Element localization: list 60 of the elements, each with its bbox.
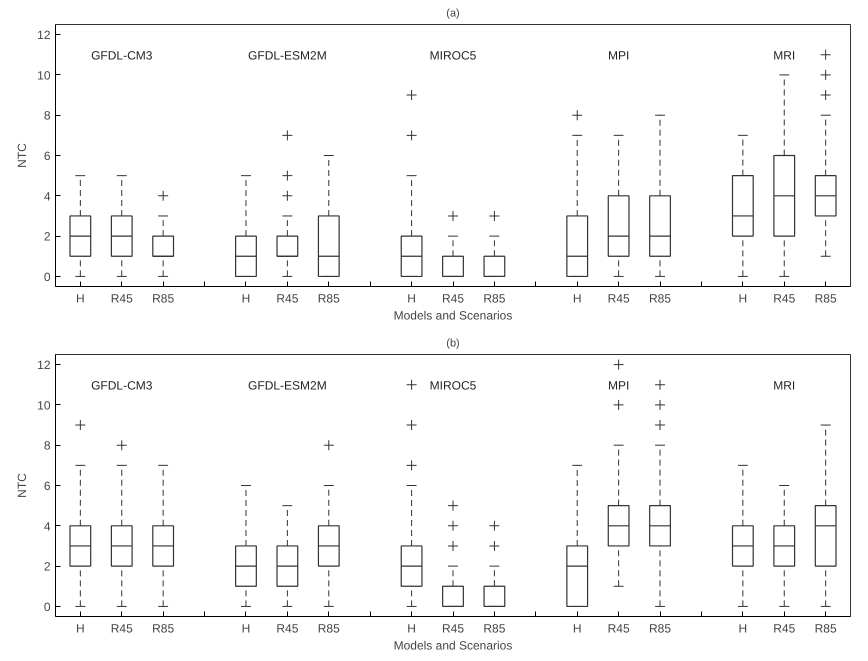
y-tick-label: 12 (37, 28, 51, 42)
x-tick-label: R45 (110, 292, 134, 306)
x-tick-label: R45 (276, 622, 299, 636)
y-tick-label: 4 (44, 519, 51, 534)
x-tick-label: H (76, 292, 85, 306)
x-tick-label: R45 (773, 292, 796, 306)
x-tick-label: H (738, 292, 748, 306)
y-tick-label: 8 (44, 438, 51, 453)
x-tick-label: H (572, 292, 582, 306)
x-tick-label: R45 (608, 622, 630, 636)
y-tick-label: 4 (44, 189, 51, 204)
x-tick-label: H (572, 622, 582, 636)
annotation: GFDL-ESM2M (248, 48, 327, 62)
x-tick-label: R85 (318, 292, 340, 306)
y-tick-label: 8 (44, 108, 51, 123)
y-tick-label: 6 (44, 479, 51, 493)
y-tick-label: 10 (37, 68, 51, 82)
x-tick-label: R45 (773, 622, 796, 636)
x-tick-label: R85 (649, 292, 672, 306)
x-tick-label: R85 (649, 622, 672, 636)
annotation: GFDL-ESM2M (248, 378, 327, 392)
x-tick-label: H (76, 622, 85, 636)
x-tick-label: R45 (442, 292, 464, 306)
y-axis-title: NTC (15, 142, 30, 168)
x-tick-label: R85 (152, 292, 174, 306)
y-tick-label: 0 (44, 270, 51, 284)
x-axis-title: Models and Scenarios (394, 308, 512, 322)
x-tick-label: R85 (814, 622, 837, 636)
x-tick-label: H (242, 292, 250, 306)
chart-title: (a) (446, 8, 460, 20)
annotation: GFDL-CM3 (91, 48, 153, 62)
x-tick-label: H (407, 622, 416, 636)
x-tick-label: H (738, 622, 748, 636)
x-tick-label: R45 (110, 622, 134, 636)
x-tick-label: R85 (483, 622, 506, 636)
annotation: MPI (608, 378, 630, 392)
y-tick-label: 2 (44, 230, 51, 244)
x-tick-label: R85 (318, 622, 340, 636)
x-tick-label: H (407, 292, 416, 306)
annotation: MIROC5 (430, 48, 477, 62)
y-axis-title: NTC (15, 472, 30, 498)
y-tick-label: 12 (37, 358, 51, 372)
x-tick-label: R45 (442, 622, 464, 636)
x-tick-label: R45 (276, 292, 299, 306)
y-tick-label: 2 (44, 560, 51, 574)
annotation: MPI (608, 48, 630, 62)
y-tick-label: 0 (44, 600, 51, 614)
annotation: MRI (773, 378, 796, 392)
x-tick-label: R45 (608, 292, 630, 306)
x-tick-label: H (242, 622, 250, 636)
x-tick-label: R85 (483, 292, 506, 306)
y-tick-label: 10 (37, 398, 51, 412)
x-axis-title: Models and Scenarios (394, 638, 512, 652)
chart-title: (b) (446, 338, 460, 350)
annotation: MIROC5 (430, 378, 477, 392)
x-tick-label: R85 (152, 622, 174, 636)
annotation: GFDL-CM3 (91, 378, 153, 392)
y-tick-label: 6 (44, 149, 51, 163)
x-tick-label: R85 (814, 292, 837, 306)
annotation: MRI (773, 48, 796, 62)
